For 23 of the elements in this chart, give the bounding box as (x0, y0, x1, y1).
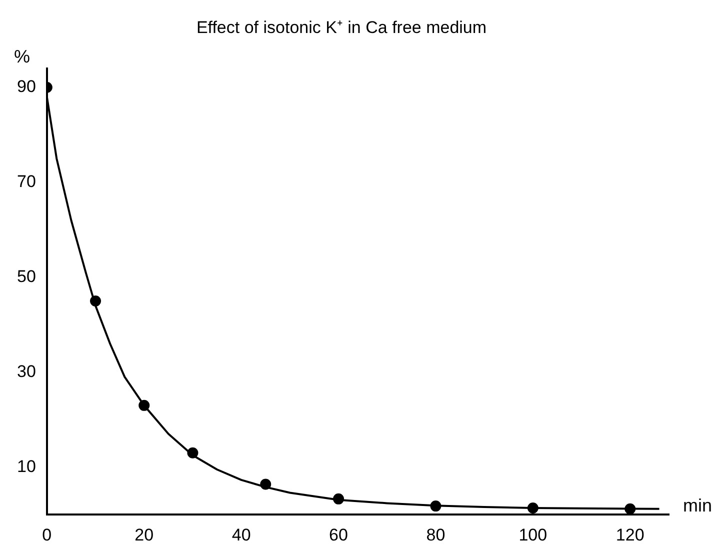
x-tick-label: 100 (518, 525, 548, 544)
x-tick-label: 40 (232, 525, 251, 544)
y-tick-label: 90 (16, 77, 36, 96)
point (624, 503, 636, 514)
x-tick-label: 60 (329, 525, 348, 544)
y-tick-label: 70 (16, 172, 36, 192)
x-tick-label: 0 (42, 525, 52, 544)
x-tick-label: 20 (134, 525, 154, 544)
point (187, 447, 198, 458)
point (90, 295, 102, 306)
y-axis-title: % (14, 46, 30, 66)
chart-title: Effect of isotonic K⁺ in Ca free medium (196, 18, 487, 37)
y-tick-label: 10 (16, 456, 36, 476)
x-axis-title: min (683, 496, 712, 516)
x-tick-label: 120 (616, 525, 644, 544)
x-tick-label: 80 (426, 525, 446, 544)
y-tick-label: 50 (16, 266, 36, 286)
point (430, 500, 442, 512)
point (527, 502, 538, 514)
point (333, 493, 344, 504)
y-tick-label: 30 (16, 362, 36, 381)
point (138, 400, 150, 411)
point (260, 478, 272, 490)
